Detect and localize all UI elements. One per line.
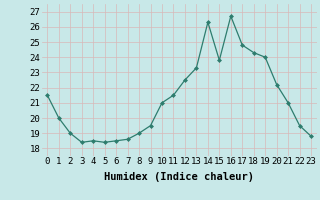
X-axis label: Humidex (Indice chaleur): Humidex (Indice chaleur) — [104, 172, 254, 182]
